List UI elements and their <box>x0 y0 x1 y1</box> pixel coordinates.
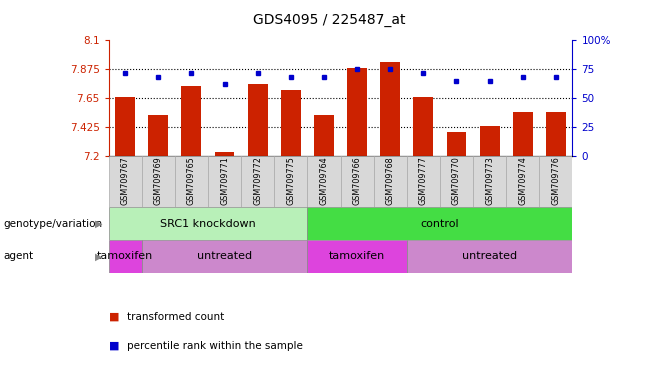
Bar <box>175 156 208 207</box>
Text: GSM709769: GSM709769 <box>154 156 163 205</box>
Bar <box>115 97 135 156</box>
Text: ■: ■ <box>109 312 119 322</box>
Bar <box>307 240 407 273</box>
Text: genotype/variation: genotype/variation <box>3 218 103 229</box>
Bar <box>307 156 341 207</box>
Text: control: control <box>420 218 459 229</box>
Text: agent: agent <box>3 251 34 262</box>
Text: ▶: ▶ <box>95 251 102 262</box>
Text: GSM709767: GSM709767 <box>120 156 130 205</box>
Text: untreated: untreated <box>197 251 252 262</box>
Bar <box>407 240 572 273</box>
Bar <box>480 126 499 156</box>
Bar <box>182 86 201 156</box>
Text: ▶: ▶ <box>95 218 102 229</box>
Bar <box>215 152 234 156</box>
Text: GSM709773: GSM709773 <box>485 156 494 205</box>
Bar <box>314 114 334 156</box>
Text: GSM709770: GSM709770 <box>452 156 461 205</box>
Text: GSM709766: GSM709766 <box>353 156 362 205</box>
Text: SRC1 knockdown: SRC1 knockdown <box>160 218 256 229</box>
Bar <box>241 156 274 207</box>
Text: tamoxifen: tamoxifen <box>97 251 153 262</box>
Bar <box>374 156 407 207</box>
Text: GSM709765: GSM709765 <box>187 156 196 205</box>
Bar <box>347 68 367 156</box>
Text: tamoxifen: tamoxifen <box>329 251 385 262</box>
Bar <box>109 156 141 207</box>
Bar <box>407 156 440 207</box>
Text: GDS4095 / 225487_at: GDS4095 / 225487_at <box>253 13 405 27</box>
Bar <box>513 112 533 156</box>
Text: percentile rank within the sample: percentile rank within the sample <box>127 341 303 351</box>
Bar <box>148 114 168 156</box>
Bar <box>447 132 467 156</box>
Text: GSM709774: GSM709774 <box>519 156 527 205</box>
Bar <box>274 156 307 207</box>
Bar <box>413 97 433 156</box>
Bar <box>440 156 473 207</box>
Text: transformed count: transformed count <box>127 312 224 322</box>
Bar <box>473 156 506 207</box>
Text: GSM709771: GSM709771 <box>220 156 229 205</box>
Bar <box>109 207 307 240</box>
Bar <box>109 240 141 273</box>
Text: ■: ■ <box>109 341 119 351</box>
Bar <box>506 156 540 207</box>
Bar <box>341 156 374 207</box>
Bar <box>307 207 572 240</box>
Text: GSM709776: GSM709776 <box>551 156 561 205</box>
Bar <box>540 156 572 207</box>
Text: untreated: untreated <box>462 251 517 262</box>
Bar <box>281 90 301 156</box>
Bar <box>208 156 241 207</box>
Bar <box>141 156 175 207</box>
Bar <box>141 240 307 273</box>
Text: GSM709772: GSM709772 <box>253 156 262 205</box>
Bar <box>247 84 268 156</box>
Text: GSM709768: GSM709768 <box>386 156 395 205</box>
Text: GSM709764: GSM709764 <box>319 156 328 205</box>
Text: GSM709777: GSM709777 <box>419 156 428 205</box>
Bar <box>380 62 400 156</box>
Bar <box>546 112 566 156</box>
Text: GSM709775: GSM709775 <box>286 156 295 205</box>
